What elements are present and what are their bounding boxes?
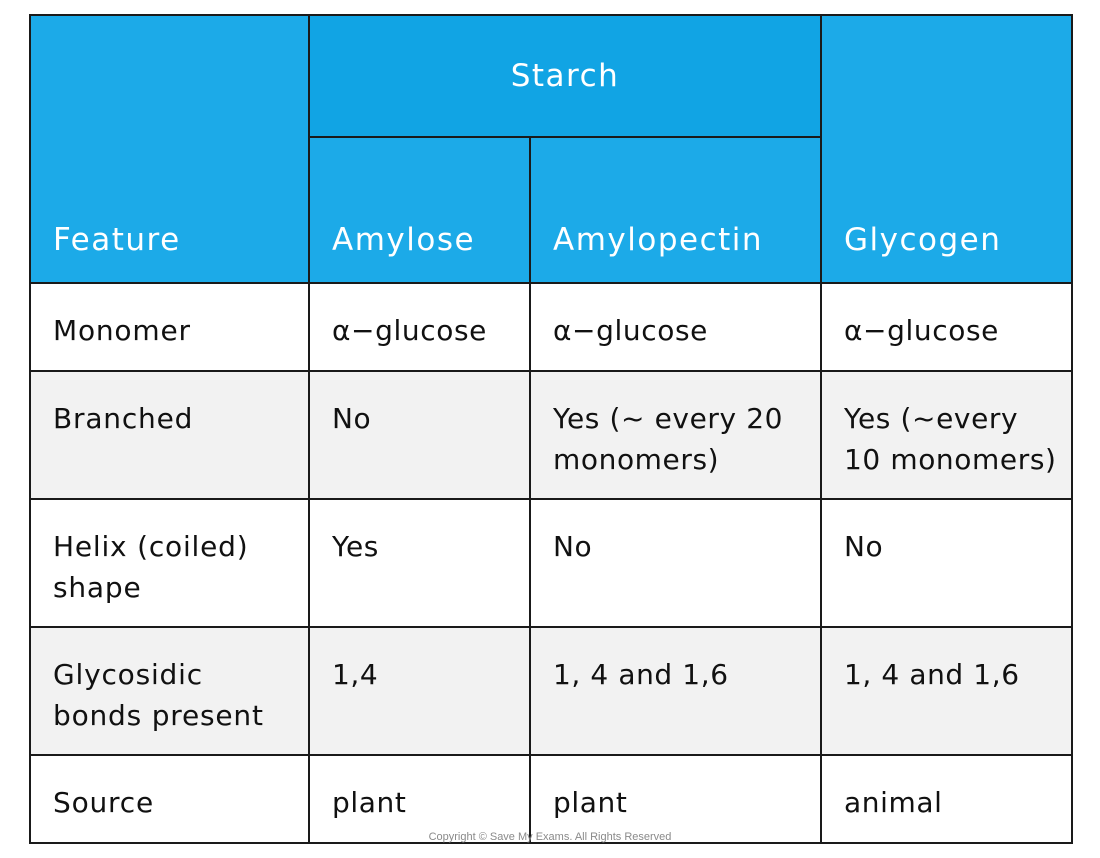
cell-glycogen: α−glucose	[820, 282, 1073, 372]
cell-glycogen: Yes (~every 10 monomers)	[820, 370, 1073, 500]
cell-amylose: Yes	[308, 498, 531, 628]
header-amylopectin: Amylopectin	[529, 136, 822, 284]
copyright-notice: Copyright © Save My Exams. All Rights Re…	[428, 831, 672, 843]
table-row-glycosidic-bonds: Glycosidic bonds present 1,4 1, 4 and 1,…	[29, 626, 1073, 756]
header-feature: Feature	[29, 14, 310, 284]
table-row-branched: Branched No Yes (~ every 20 monomers) Ye…	[29, 370, 1073, 500]
cell-glycogen: No	[820, 498, 1073, 628]
cell-amylopectin: Yes (~ every 20 monomers)	[529, 370, 822, 500]
header-amylose: Amylose	[308, 136, 531, 284]
row-label: Monomer	[29, 282, 310, 372]
cell-amylopectin: plant	[529, 754, 822, 844]
table-row-helix: Helix (coiled) shape Yes No No	[29, 498, 1073, 628]
cell-amylose: α−glucose	[308, 282, 531, 372]
cell-glycogen: 1, 4 and 1,6	[820, 626, 1073, 756]
header-glycogen: Glycogen	[820, 14, 1073, 284]
comparison-table: Feature Starch Glycogen Amylose Amylopec…	[29, 14, 1073, 844]
cell-glycogen: animal	[820, 754, 1073, 844]
row-label: Branched	[29, 370, 310, 500]
cell-amylose: No	[308, 370, 531, 500]
cell-amylopectin: No	[529, 498, 822, 628]
cell-amylopectin: α−glucose	[529, 282, 822, 372]
cell-amylose: plant	[308, 754, 531, 844]
cell-amylose: 1,4	[308, 626, 531, 756]
row-label: Helix (coiled) shape	[29, 498, 310, 628]
row-label: Glycosidic bonds present	[29, 626, 310, 756]
table-row-monomer: Monomer α−glucose α−glucose α−glucose	[29, 282, 1073, 372]
cell-amylopectin: 1, 4 and 1,6	[529, 626, 822, 756]
header-starch-group: Starch	[308, 14, 822, 138]
table-row-source: Source plant plant animal	[29, 754, 1073, 844]
row-label: Source	[29, 754, 310, 844]
